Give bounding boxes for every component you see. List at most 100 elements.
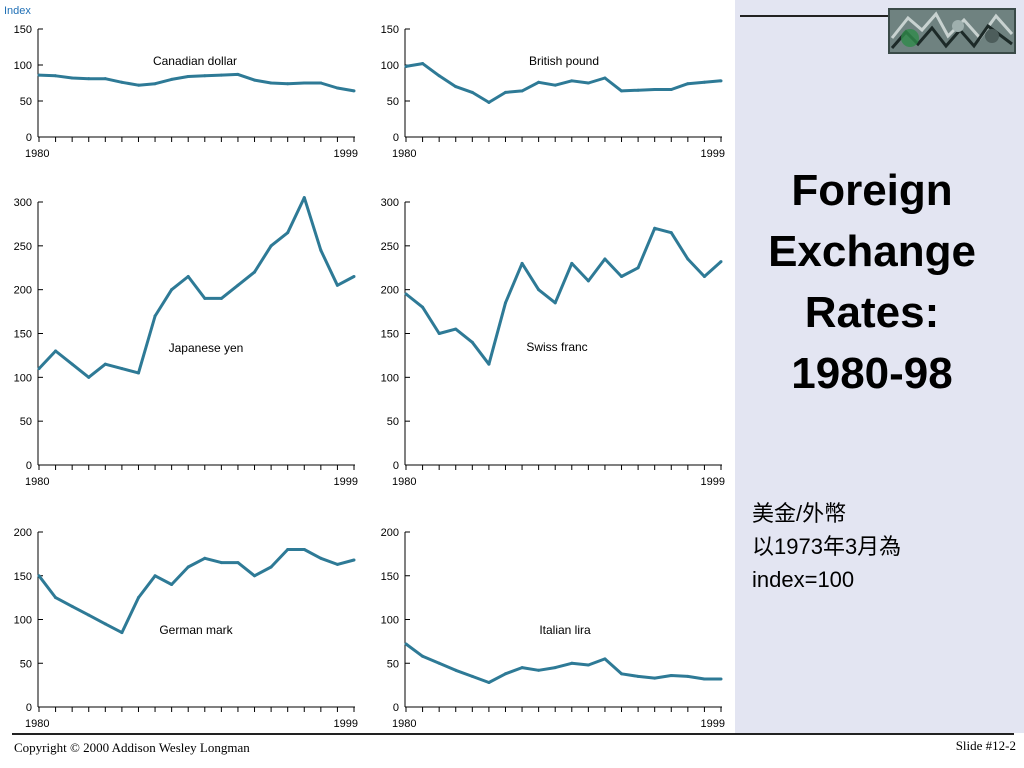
x-tick-label: 1999 — [334, 718, 358, 730]
y-tick-label: 100 — [381, 372, 399, 384]
axis-title: Index — [4, 5, 31, 17]
data-point — [319, 81, 323, 85]
data-point — [186, 75, 190, 79]
data-point — [219, 73, 223, 77]
y-tick-label: 0 — [26, 702, 32, 714]
series-line — [405, 642, 721, 684]
data-point — [586, 81, 590, 85]
data-point — [103, 77, 107, 81]
data-point — [537, 288, 541, 292]
data-point — [553, 666, 557, 670]
data-point — [404, 292, 408, 296]
x-tick-label: 1980 — [25, 148, 49, 160]
data-point — [570, 661, 574, 665]
data-point — [87, 77, 91, 81]
data-point — [120, 631, 124, 635]
data-point — [37, 574, 41, 578]
y-tick-label: 200 — [14, 527, 32, 539]
slide-title-line: Foreign — [791, 166, 953, 215]
data-point — [153, 314, 157, 318]
data-point — [120, 367, 124, 371]
data-point — [503, 672, 507, 676]
data-point — [203, 556, 207, 560]
data-point — [302, 548, 306, 551]
data-point — [236, 72, 240, 76]
data-point — [520, 261, 524, 265]
y-tick-label: 150 — [381, 329, 399, 341]
y-tick-label: 0 — [393, 460, 399, 472]
footer-rule — [12, 733, 1014, 735]
data-point — [253, 574, 257, 578]
data-point — [186, 275, 190, 279]
data-point — [719, 677, 723, 681]
y-tick-label: 300 — [381, 197, 399, 209]
data-point — [520, 89, 524, 93]
y-tick-label: 100 — [381, 615, 399, 627]
data-point — [319, 556, 323, 560]
data-point — [653, 87, 657, 91]
data-point — [286, 82, 290, 86]
y-tick-label: 0 — [393, 702, 399, 714]
data-point — [170, 288, 174, 292]
series-label: Italian lira — [539, 623, 591, 637]
data-point — [203, 74, 207, 78]
x-tick-label: 1980 — [25, 476, 49, 488]
y-tick-label: 150 — [14, 571, 32, 583]
data-point — [70, 362, 74, 366]
data-point — [487, 681, 491, 684]
data-point — [103, 622, 107, 626]
y-tick-label: 200 — [381, 527, 399, 539]
data-point — [454, 85, 458, 89]
data-point — [54, 349, 58, 353]
data-point — [253, 270, 257, 274]
data-point — [586, 279, 590, 283]
y-tick-label: 150 — [14, 329, 32, 341]
series-line — [405, 62, 722, 104]
slide-title-line: Exchange — [768, 227, 976, 276]
index-note-line: 以1973年3月為 — [752, 534, 902, 559]
y-tick-label: 100 — [14, 372, 32, 384]
data-point — [553, 301, 557, 305]
slide-title-line: Rates: — [804, 288, 940, 337]
data-point — [286, 231, 290, 235]
data-point — [537, 668, 541, 672]
data-point — [136, 83, 140, 87]
x-tick-label: 1999 — [334, 476, 358, 488]
data-point — [454, 668, 458, 672]
series-label: Canadian dollar — [153, 54, 237, 68]
data-point — [219, 296, 223, 300]
right-panel — [735, 0, 1024, 733]
y-tick-label: 250 — [381, 241, 399, 253]
data-point — [653, 226, 657, 230]
data-point — [236, 283, 240, 287]
data-point — [603, 657, 607, 661]
y-tick-label: 150 — [381, 24, 399, 36]
y-tick-label: 100 — [381, 60, 399, 72]
data-point — [620, 672, 624, 676]
data-point — [487, 362, 491, 366]
data-point — [103, 362, 107, 366]
slide-title-line: 1980-98 — [791, 349, 953, 398]
x-tick-label: 1980 — [25, 718, 49, 730]
data-point — [586, 663, 590, 667]
data-point — [253, 78, 257, 82]
data-point — [286, 548, 290, 551]
data-point — [636, 88, 640, 92]
data-point — [404, 64, 408, 68]
copyright-text: Copyright © 2000 Addison Wesley Longman — [14, 740, 250, 755]
data-point — [620, 275, 624, 279]
y-tick-label: 200 — [14, 285, 32, 297]
x-tick-label: 1999 — [701, 476, 725, 488]
data-point — [335, 562, 339, 566]
data-point — [620, 89, 624, 93]
data-point — [487, 100, 491, 104]
data-point — [702, 275, 706, 279]
x-tick-label: 1980 — [392, 476, 416, 488]
data-point — [170, 583, 174, 586]
data-point — [87, 375, 91, 379]
y-tick-label: 0 — [26, 460, 32, 472]
y-tick-label: 300 — [14, 197, 32, 209]
data-point — [421, 654, 425, 658]
data-point — [203, 296, 207, 300]
index-note: 美金/外幣 以1973年3月為 index=100 — [752, 497, 901, 596]
